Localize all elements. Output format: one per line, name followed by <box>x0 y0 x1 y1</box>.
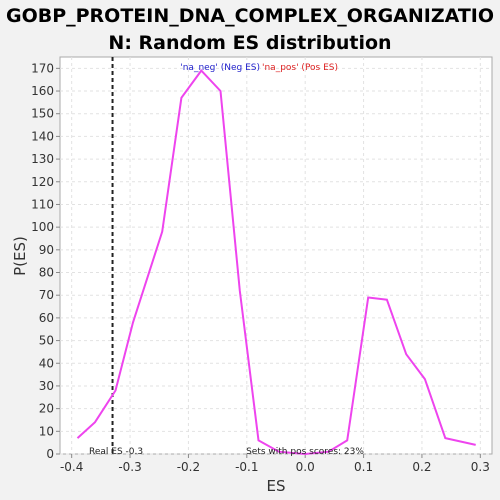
y-tick-label: 130 <box>31 152 54 166</box>
y-tick-label: 0 <box>46 447 54 461</box>
chart-title-line-2: N: Random ES distribution <box>108 32 392 54</box>
x-tick-label: -0.2 <box>177 460 200 474</box>
y-tick-label: 70 <box>39 288 54 302</box>
y-tick-label: 100 <box>31 220 54 234</box>
y-tick-label: 20 <box>39 402 54 416</box>
y-tick-label: 90 <box>39 243 54 257</box>
x-tick-label: 0.0 <box>296 460 315 474</box>
y-tick-label: 60 <box>39 311 54 325</box>
x-tick-label: 0.2 <box>412 460 431 474</box>
y-tick-label: 50 <box>39 334 54 348</box>
x-tick-label: -0.4 <box>60 460 83 474</box>
y-tick-label: 10 <box>39 424 54 438</box>
y-axis-ticks: 0 10 20 30 40 50 60 70 80 90 100 110 120 130 140 150 160… <box>31 61 60 461</box>
sets-pos-label: Sets with pos scores: 23% <box>246 447 364 457</box>
y-tick-label: 150 <box>31 107 54 121</box>
chart-title-line-1: GOBP_PROTEIN_DNA_COMPLEX_ORGANIZATIO <box>5 5 495 27</box>
chart-title: GOBP_PROTEIN_DNA_COMPLEX_ORGANIZATIO N: … <box>0 3 500 57</box>
legend-pos: 'na_pos' (Pos ES) <box>262 63 338 73</box>
real-es-label: Real ES -0.3 <box>89 447 143 457</box>
series-line <box>76 69 476 456</box>
plot-area <box>59 56 493 455</box>
x-tick-label: -0.1 <box>235 460 258 474</box>
y-tick-label: 120 <box>31 175 54 189</box>
y-tick-label: 170 <box>31 61 54 75</box>
y-axis-title: P(ES) <box>11 236 29 276</box>
x-axis-ticks: -0.4 -0.3 -0.2 -0.1 0.0 0.1 0.2 0.3 <box>60 454 490 474</box>
y-tick-label: 80 <box>39 266 54 280</box>
legend-neg: 'na_neg' (Neg ES) <box>180 63 260 73</box>
y-tick-label: 110 <box>31 197 54 211</box>
x-tick-label: 0.3 <box>471 460 490 474</box>
y-tick-label: 160 <box>31 84 54 98</box>
x-axis-title: ES <box>267 477 286 495</box>
y-tick-label: 140 <box>31 129 54 143</box>
y-tick-label: 30 <box>39 379 54 393</box>
x-tick-label: -0.3 <box>118 460 141 474</box>
grid <box>60 57 492 455</box>
x-tick-label: 0.1 <box>354 460 373 474</box>
y-tick-label: 40 <box>39 356 54 370</box>
